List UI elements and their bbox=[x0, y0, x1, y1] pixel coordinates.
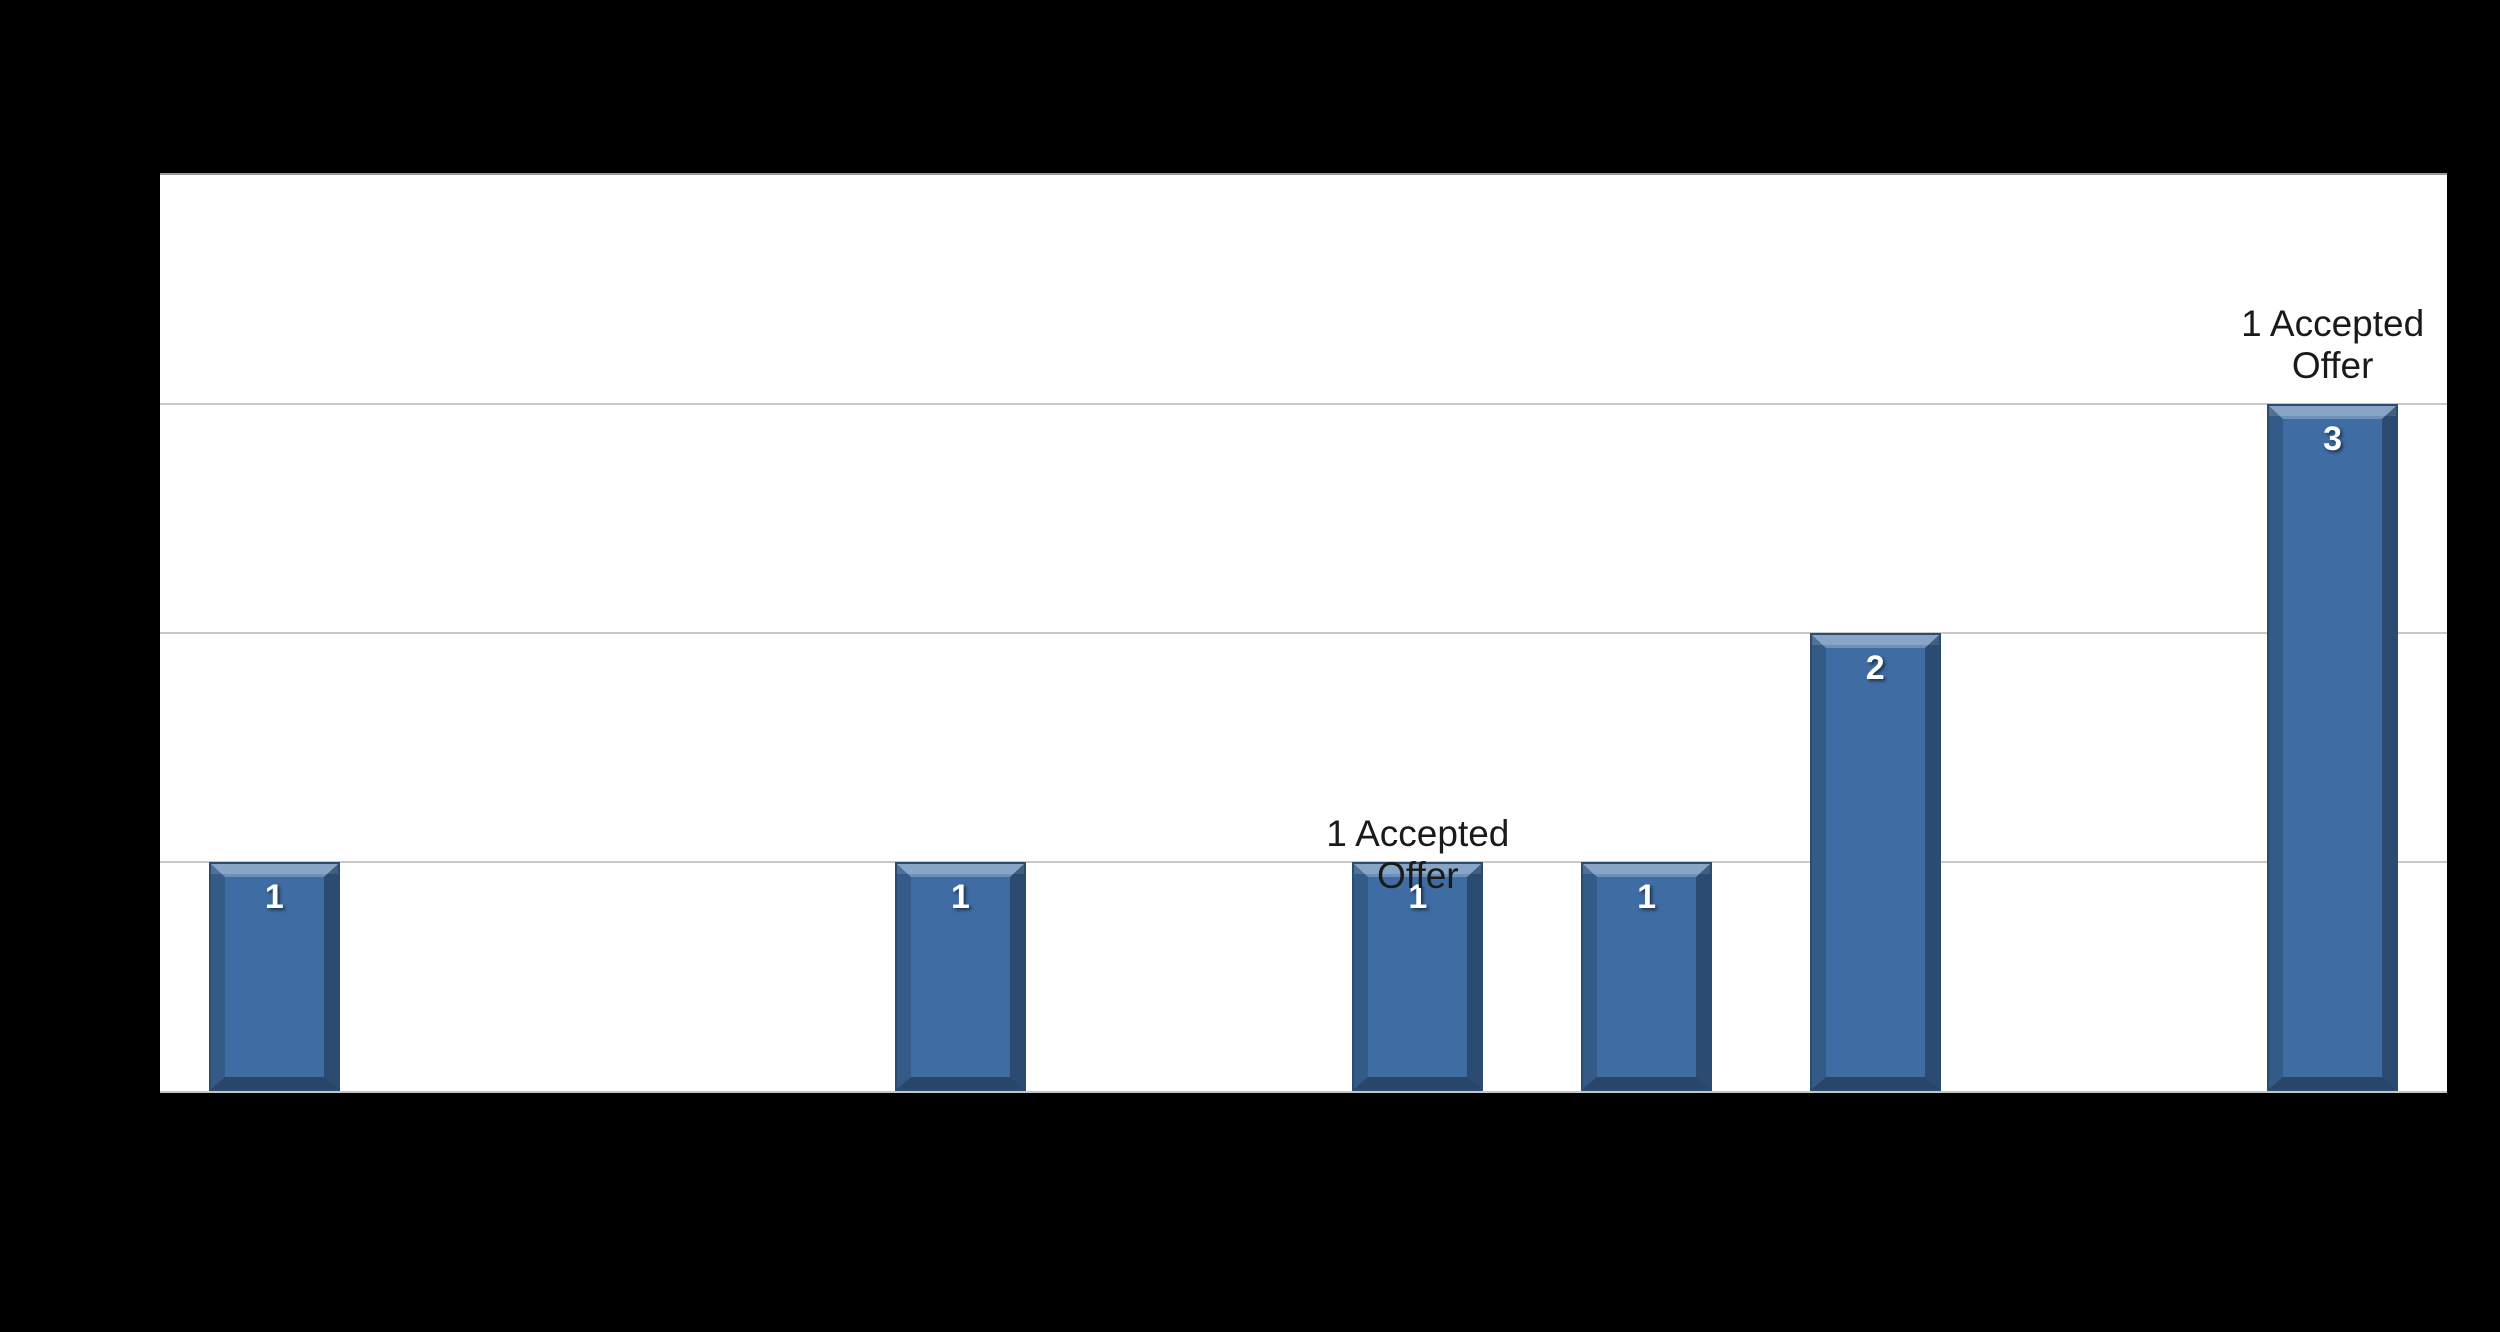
bar-value-label: 1 bbox=[950, 878, 970, 916]
annotation-accepted-offer-2: 1 Accepted Offer bbox=[2241, 303, 2424, 387]
gridline-y-3 bbox=[160, 403, 2447, 405]
bar-value-label: 2 bbox=[1865, 649, 1885, 687]
annotation-line: Offer bbox=[2291, 345, 2374, 386]
bar-top-highlight bbox=[2269, 406, 2397, 416]
bar-value-label: 1 bbox=[1408, 878, 1428, 916]
bar-category-6: 1 bbox=[1581, 862, 1713, 1091]
bar-bevel bbox=[1811, 635, 1939, 1089]
bar-value-label: 3 bbox=[2323, 420, 2343, 458]
annotation-line: Offer bbox=[1377, 855, 1459, 896]
bar-bevel bbox=[1583, 864, 1711, 1089]
gridline-y-1 bbox=[160, 861, 2447, 863]
gridline-y-2 bbox=[160, 632, 2447, 634]
bar-top-highlight bbox=[1811, 635, 1939, 645]
bar-top-highlight bbox=[1354, 864, 1482, 874]
bar-bevel bbox=[896, 864, 1024, 1089]
bar-bevel bbox=[1354, 864, 1482, 1089]
bar-top-highlight bbox=[210, 864, 338, 874]
bar-value-label: 1 bbox=[1637, 878, 1656, 916]
bar-top-highlight bbox=[1583, 864, 1711, 874]
annotation-accepted-offer-1: 1 Accepted Offer bbox=[1326, 813, 1509, 897]
bar-value-label: 1 bbox=[264, 878, 284, 916]
bar-bevel bbox=[210, 864, 338, 1089]
bar-category-9: 3 bbox=[2267, 404, 2399, 1091]
bar-category-3: 1 bbox=[894, 862, 1026, 1091]
bar-category-7: 2 bbox=[1809, 633, 1941, 1091]
bar-top-highlight bbox=[896, 864, 1024, 874]
annotation-line: 1 Accepted bbox=[1326, 813, 1510, 854]
bar-category-5: 1 bbox=[1352, 862, 1484, 1091]
annotation-line: 1 Accepted bbox=[2241, 303, 2425, 344]
bar-bevel bbox=[2269, 406, 2397, 1089]
bar-category-0: 1 bbox=[208, 862, 340, 1091]
